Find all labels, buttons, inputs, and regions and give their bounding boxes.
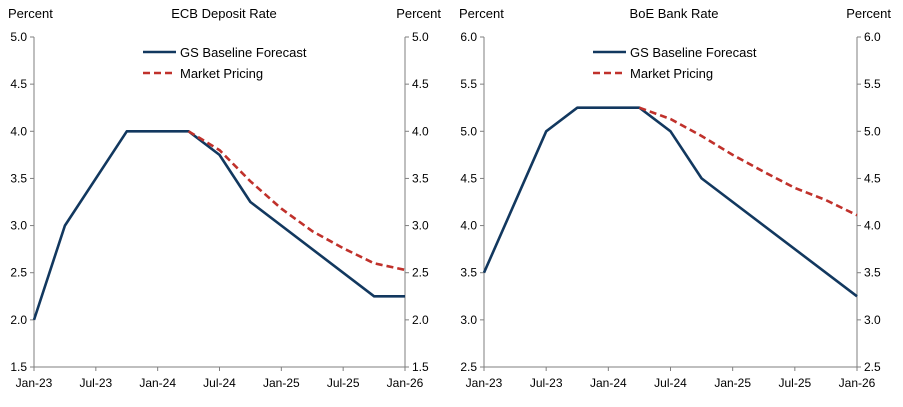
y-tick-label-right: 5.0	[412, 30, 429, 44]
y-tick-label-left: 5.0	[10, 30, 27, 44]
x-tick-label: Jan-25	[263, 376, 300, 390]
y-tick-label-right: 4.0	[412, 124, 429, 138]
y-tick-label-left: 5.0	[460, 124, 477, 138]
y-axis-label-right: Percent	[396, 6, 441, 21]
y-tick-label-right: 5.0	[864, 124, 881, 138]
y-tick-label-right: 3.5	[864, 266, 881, 280]
y-tick-label-right: 3.0	[412, 219, 429, 233]
x-tick-label: Jul-25	[327, 376, 360, 390]
x-tick-label: Jan-25	[714, 376, 751, 390]
series-line-gs-baseline	[32, 130, 405, 321]
y-tick-label-right: 4.5	[412, 77, 429, 91]
x-tick-label: Jan-24	[590, 376, 627, 390]
y-axis-label-left: Percent	[8, 6, 53, 21]
legend-label: GS Baseline Forecast	[180, 45, 307, 60]
legend-label: Market Pricing	[180, 66, 263, 81]
x-tick-label: Jul-25	[778, 376, 811, 390]
chart-panel-1: ECB Deposit Rate Percent Percent 1.5 1.5 2.0 2…	[8, 6, 441, 390]
x-tick-label: Jan-26	[839, 376, 876, 390]
y-tick-label-left: 5.5	[460, 77, 477, 91]
y-tick-label-right: 2.5	[412, 266, 429, 280]
x-tick-label: Jul-24	[203, 376, 236, 390]
y-tick-label-right: 4.5	[864, 171, 881, 185]
series-line-market-pricing	[638, 106, 858, 217]
legend-label: GS Baseline Forecast	[630, 45, 757, 60]
y-tick-label-right: 3.0	[864, 313, 881, 327]
y-tick-label-right: 1.5	[412, 360, 429, 374]
y-tick-label-left: 1.5	[10, 360, 27, 374]
x-tick-label: Jan-24	[139, 376, 176, 390]
legend-label: Market Pricing	[630, 66, 713, 81]
y-tick-label-left: 2.0	[10, 313, 27, 327]
y-tick-label-left: 4.0	[10, 124, 27, 138]
x-tick-label: Jan-26	[387, 376, 424, 390]
y-tick-label-left: 3.0	[10, 219, 27, 233]
y-axis-label-right: Percent	[846, 6, 891, 21]
x-tick-label: Jan-23	[16, 376, 53, 390]
y-tick-label-left: 3.5	[10, 171, 27, 185]
y-tick-label-left: 4.5	[460, 171, 477, 185]
y-tick-label-right: 3.5	[412, 171, 429, 185]
x-tick-label: Jan-23	[466, 376, 503, 390]
x-tick-label: Jul-24	[654, 376, 687, 390]
y-tick-label-right: 6.0	[864, 30, 881, 44]
chart-title: ECB Deposit Rate	[171, 6, 277, 21]
y-axis-label-left: Percent	[459, 6, 504, 21]
y-tick-label-right: 5.5	[864, 77, 881, 91]
y-tick-label-left: 3.0	[460, 313, 477, 327]
y-tick-label-left: 4.5	[10, 77, 27, 91]
y-tick-label-left: 6.0	[460, 30, 477, 44]
y-tick-label-left: 2.5	[10, 266, 27, 280]
y-tick-label-left: 4.0	[460, 219, 477, 233]
series-line-market-pricing	[187, 130, 406, 272]
y-tick-label-right: 2.0	[412, 313, 429, 327]
chart-title: BoE Bank Rate	[630, 6, 719, 21]
y-tick-label-right: 4.0	[864, 219, 881, 233]
x-tick-label: Jul-23	[530, 376, 563, 390]
y-tick-label-left: 3.5	[460, 266, 477, 280]
y-tick-label-right: 2.5	[864, 360, 881, 374]
x-tick-label: Jul-23	[79, 376, 112, 390]
series-line-gs-baseline	[482, 106, 858, 298]
chart-panel-2: BoE Bank Rate Percent Percent 2.5 2.5 3.0 3.0 3…	[459, 6, 891, 390]
y-tick-label-left: 2.5	[460, 360, 477, 374]
